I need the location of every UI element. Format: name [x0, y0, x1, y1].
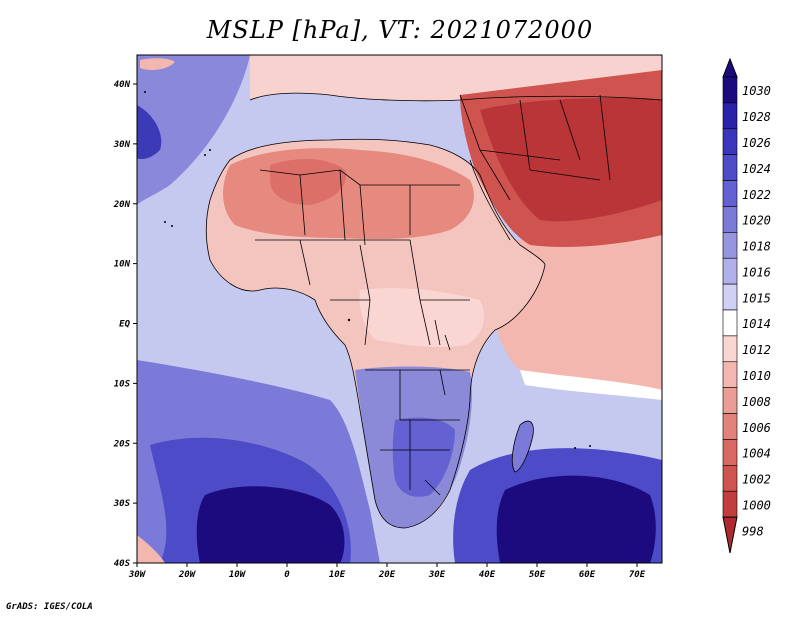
colorbar-label: 1010: [742, 369, 771, 383]
y-tick-label: EQ: [119, 320, 130, 330]
y-tick-label: 20S: [113, 439, 131, 449]
colorbar-label: 1018: [742, 240, 771, 254]
colorbar-label: 1016: [742, 265, 771, 279]
x-tick-label: 10W: [229, 570, 247, 580]
colorbar-label: 1026: [742, 136, 771, 150]
map-panel: [137, 55, 662, 563]
y-tick-label: 10N: [114, 260, 131, 270]
colorbar-swatch: [722, 309, 738, 337]
central-borders: [299, 239, 470, 346]
colorbar-swatch: [722, 180, 738, 207]
x-tick-label: 30W: [128, 570, 147, 580]
y-tick-label: 20N: [113, 200, 131, 210]
colorbar: 1030 1028 1026 1024 1022 1020 1018 1016 1015 1014…: [722, 57, 771, 554]
colorbar-swatch: [722, 439, 738, 466]
colorbar-top-arrow: [722, 57, 738, 78]
southern-borders: [365, 369, 470, 496]
y-tick-label: 30S: [113, 499, 131, 509]
colorbar-swatch: [722, 335, 738, 363]
x-axis: 30W 20W 10W 0 10E 20E 30E 40E 50E 60E 70E: [128, 563, 646, 580]
north-atlantic-high-core: [137, 105, 162, 160]
south-indian-high-core: [496, 475, 656, 563]
islands: [144, 91, 591, 449]
y-tick-label: 40N: [114, 80, 131, 90]
madagascar: [511, 420, 534, 473]
colorbar-swatch: [722, 465, 738, 492]
colorbar-label: 1014: [742, 317, 771, 331]
south-atlantic-high-core: [196, 486, 345, 563]
land-mass: [206, 55, 662, 529]
x-tick-label: 40E: [479, 570, 496, 580]
colorbar-label: 1008: [742, 395, 771, 409]
colorbar-swatch: [722, 76, 738, 104]
eurasia-borders: [459, 94, 611, 201]
x-tick-label: 50E: [529, 570, 546, 580]
middle-east-low-core: [480, 98, 662, 222]
sahara-borders: [255, 169, 460, 246]
colorbar-label: 1020: [742, 214, 771, 228]
x-tick-label: 10E: [329, 570, 346, 580]
southeast-atlantic-pink: [137, 535, 165, 563]
map-title: MSLP [hPa], VT: 2021072000: [206, 16, 594, 44]
africa-coastline: [205, 138, 546, 529]
colorbar-swatch: [722, 361, 738, 388]
colorbar-swatch: [722, 413, 738, 440]
colorbar-swatch: [722, 154, 738, 181]
red-sea: [469, 159, 511, 241]
colorbar-swatch: [722, 128, 738, 155]
credit-label: GrADS: IGES/COLA: [6, 602, 93, 612]
great-lakes: [434, 319, 451, 396]
colorbar-swatch: [722, 257, 738, 285]
east-africa-1012: [359, 288, 485, 348]
x-tick-label: 60E: [579, 570, 596, 580]
colorbar-label: 1004: [742, 447, 771, 461]
arabian-sea-1012: [520, 370, 662, 400]
y-tick-label: 30N: [113, 140, 131, 150]
colorbar-swatch: [722, 387, 738, 414]
colorbar-label: 998: [742, 524, 764, 538]
y-axis: 40N 30N 20N 10N EQ 10S 20S 30S 40S: [113, 80, 137, 569]
x-tick-label: 30E: [428, 570, 446, 580]
north-atlantic-high: [137, 55, 250, 205]
sahara-low-core: [270, 158, 346, 205]
med-coast: [249, 92, 662, 102]
colorbar-swatch: [722, 490, 738, 518]
colorbar-swatch: [722, 206, 738, 233]
colorbar-label: 1012: [742, 343, 771, 357]
colorbar-bottom-arrow: [722, 516, 738, 554]
colorbar-swatch: [722, 232, 738, 259]
colorbar-label: 1024: [742, 162, 771, 176]
colorbar-label: 1002: [742, 473, 771, 487]
y-tick-label: 10S: [114, 379, 131, 389]
y-tick-label: 40S: [114, 559, 131, 569]
boundaries: [205, 92, 662, 529]
colorbar-label: 1006: [742, 421, 771, 435]
x-tick-label: 70E: [629, 570, 646, 580]
colorbar-swatch: [722, 102, 738, 130]
map-frame: [136, 54, 663, 564]
colorbar-label: 1015: [742, 291, 771, 305]
colorbar-label: 1030: [742, 84, 771, 98]
north-atlantic-pink: [140, 58, 175, 70]
colorbar-swatch: [722, 283, 738, 311]
x-tick-label: 20E: [378, 570, 396, 580]
colorbar-label: 1000: [742, 498, 771, 512]
x-tick-label: 20W: [178, 570, 197, 580]
high-pressure-cells: [137, 55, 662, 563]
x-tick-label: 0: [284, 570, 290, 580]
colorbar-label: 1022: [742, 188, 771, 202]
colorbar-label: 1028: [742, 110, 771, 124]
southern-africa-high-core: [392, 417, 455, 497]
